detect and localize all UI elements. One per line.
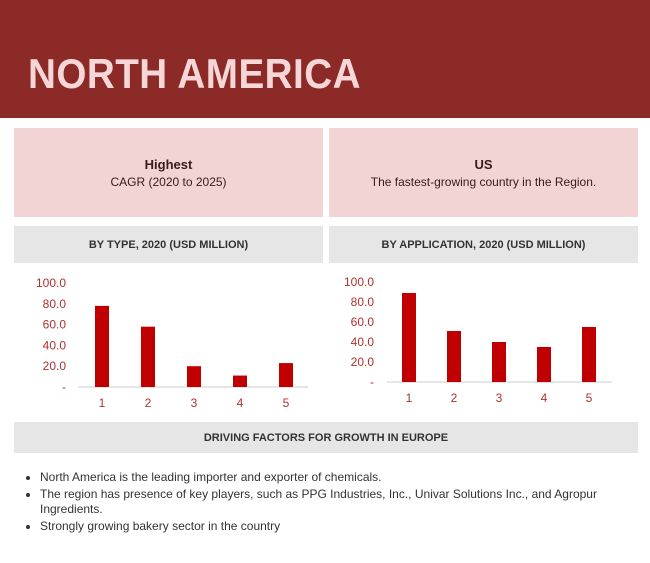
y-tick-label: - <box>62 380 66 394</box>
y-tick-label: 20.0 <box>351 355 375 369</box>
bar <box>141 326 155 387</box>
chart-by-application: - 20.0 40.0 60.0 80.0 100.0 1 2 3 4 5 <box>344 275 612 405</box>
chart-title-application: BY APPLICATION, 2020 (USD MILLION) <box>329 226 638 263</box>
y-tick-label: 40.0 <box>43 338 67 352</box>
list-item: North America is the leading importer an… <box>40 470 620 485</box>
y-tick-label: 80.0 <box>351 295 375 309</box>
bar <box>492 342 506 382</box>
y-tick-label: 60.0 <box>351 315 375 329</box>
page-title: NORTH AMERICA <box>28 50 361 97</box>
list-item: Strongly growing bakery sector in the co… <box>40 519 620 534</box>
x-tick-label: 1 <box>99 396 106 410</box>
card-heading: US <box>474 156 493 172</box>
bar <box>279 363 293 387</box>
card-text: The fastest-growing country in the Regio… <box>370 174 597 189</box>
cagr-card: Highest CAGR (2020 to 2025) <box>14 128 323 217</box>
bar <box>95 305 109 387</box>
bar <box>402 293 416 382</box>
x-tick-label: 3 <box>496 391 503 405</box>
driving-factors-list: North America is the leading importer an… <box>14 470 620 536</box>
chart-by-type: - 20.0 40.0 60.0 80.0 100.0 1 2 3 4 5 <box>36 276 308 410</box>
y-tick-label: 100.0 <box>36 276 66 290</box>
bar <box>187 366 201 387</box>
list-item: The region has presence of key players, … <box>40 487 620 517</box>
bar <box>233 375 247 387</box>
x-tick-label: 4 <box>541 391 548 405</box>
x-tick-label: 3 <box>191 396 198 410</box>
bar <box>447 331 461 382</box>
x-tick-label: 2 <box>145 396 152 410</box>
chart-title-type: BY TYPE, 2020 (USD MILLION) <box>14 226 323 263</box>
x-tick-label: 2 <box>451 391 458 405</box>
country-card: US The fastest-growing country in the Re… <box>329 128 638 217</box>
driving-factors-header: DRIVING FACTORS FOR GROWTH IN EUROPE <box>14 422 638 453</box>
x-tick-label: 5 <box>586 391 593 405</box>
y-tick-label: 20.0 <box>43 359 67 373</box>
y-tick-label: - <box>370 375 374 389</box>
x-tick-label: 1 <box>406 391 413 405</box>
y-tick-label: 60.0 <box>43 318 67 332</box>
bar <box>582 327 596 382</box>
card-text: CAGR (2020 to 2025) <box>110 174 227 189</box>
y-tick-label: 100.0 <box>344 275 374 289</box>
card-heading: Highest <box>144 156 193 172</box>
x-tick-label: 4 <box>237 396 244 410</box>
y-tick-label: 80.0 <box>43 297 67 311</box>
title-banner: NORTH AMERICA <box>0 0 650 118</box>
bar <box>537 347 551 382</box>
y-tick-label: 40.0 <box>351 335 375 349</box>
x-tick-label: 5 <box>283 396 290 410</box>
